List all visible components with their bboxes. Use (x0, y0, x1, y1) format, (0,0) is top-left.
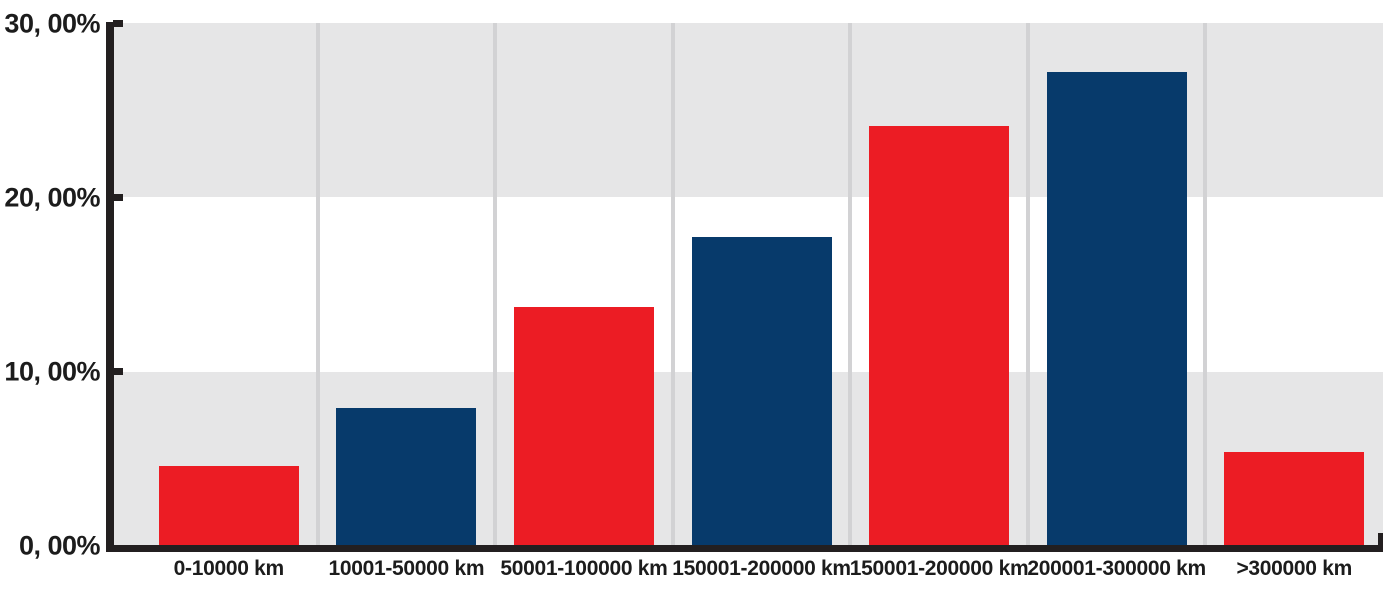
vertical-gridline (493, 23, 498, 546)
bar-2 (513, 307, 654, 546)
x-axis-label: 0-10000 km (173, 557, 285, 580)
bar-0 (158, 465, 299, 546)
bar-4 (869, 125, 1010, 546)
x-axis-label: 150001-200000 km (849, 557, 1029, 580)
vertical-gridline (1025, 23, 1030, 546)
x-axis-label: 10001-50000 km (328, 557, 485, 580)
vertical-gridline (315, 23, 320, 546)
x-axis-label: >300000 km (1236, 557, 1352, 580)
y-axis-tick (113, 20, 123, 27)
y-axis-label: 30, 00% (4, 8, 100, 39)
y-axis-label: 0, 00% (18, 530, 101, 561)
bar-1 (336, 408, 477, 546)
y-axis-tick (113, 194, 123, 201)
y-axis-line (106, 22, 114, 552)
y-axis-tick (113, 368, 123, 375)
x-axis-line (106, 545, 1383, 552)
plot-band-gray-top (113, 23, 1383, 198)
bar-5 (1046, 71, 1187, 546)
bar-3 (691, 237, 832, 546)
plot-area (113, 23, 1383, 546)
y-axis-label: 10, 00% (4, 356, 100, 387)
vertical-gridline (670, 23, 675, 546)
x-axis-label: 50001-100000 km (500, 557, 668, 580)
y-axis-label: 20, 00% (4, 182, 100, 213)
x-axis-label: 200001-300000 km (1027, 557, 1206, 580)
vertical-gridline (848, 23, 853, 546)
x-axis-label: 150001-200000 km (672, 557, 851, 580)
bar-6 (1224, 451, 1365, 546)
vertical-gridline (1203, 23, 1208, 546)
x-axis-end-tick (1378, 533, 1383, 552)
